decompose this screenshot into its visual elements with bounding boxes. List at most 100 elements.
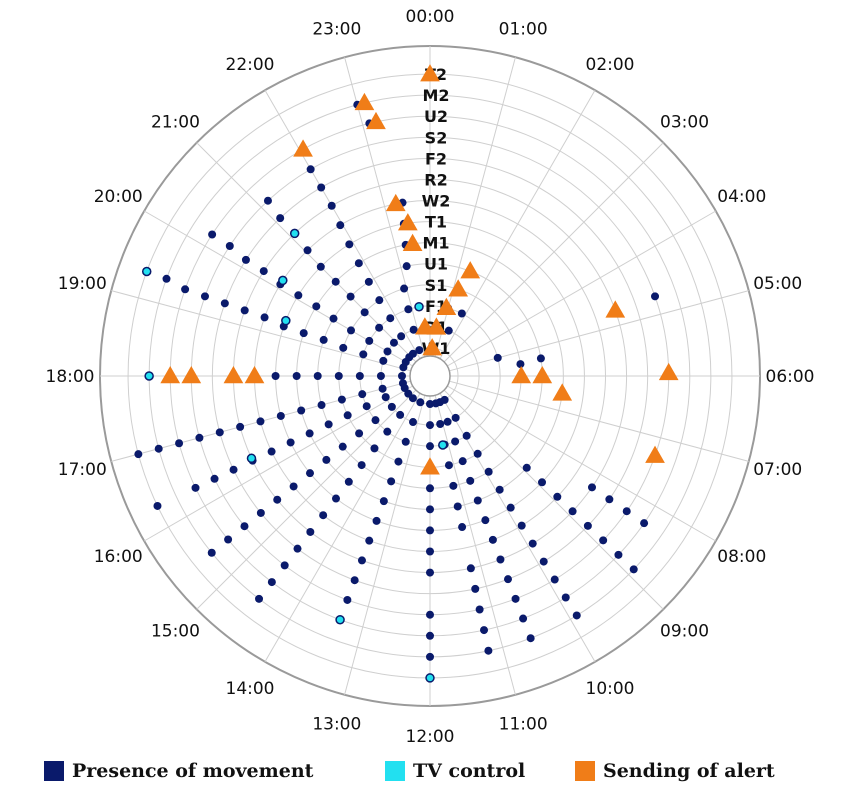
grid-spoke bbox=[447, 385, 717, 542]
movement-point bbox=[443, 417, 452, 426]
movement-point bbox=[236, 422, 245, 431]
movement-point bbox=[426, 652, 434, 661]
movement-point bbox=[458, 457, 467, 466]
movement-point bbox=[208, 230, 217, 239]
movement-point bbox=[360, 308, 369, 317]
movement-point bbox=[294, 291, 303, 300]
movement-point bbox=[292, 372, 301, 380]
movement-point bbox=[297, 406, 306, 415]
movement-point bbox=[316, 262, 325, 271]
movement-point bbox=[362, 402, 371, 411]
tv-point bbox=[414, 301, 424, 312]
movement-point bbox=[475, 605, 484, 614]
movement-point bbox=[317, 183, 326, 192]
hour-labels: 00:00 01:00 02:00 03:00 04:00 05:00 06:00 07:00… bbox=[46, 7, 815, 747]
movement-point bbox=[312, 302, 321, 311]
tv-point bbox=[141, 266, 152, 277]
ring-label: M2 bbox=[422, 86, 449, 105]
movement-point bbox=[387, 402, 396, 411]
alert-triangle bbox=[402, 233, 423, 252]
movement-point bbox=[355, 429, 364, 438]
movement-point bbox=[134, 450, 143, 459]
movement-point bbox=[371, 416, 380, 425]
legend-item-alert: Sending of alert bbox=[575, 760, 775, 782]
movement-point bbox=[583, 521, 592, 530]
movement-point bbox=[306, 527, 315, 536]
movement-point bbox=[516, 360, 525, 369]
movement-point bbox=[299, 329, 308, 338]
hour-label: 08:00 bbox=[717, 547, 766, 567]
hour-label: 18:00 bbox=[46, 367, 95, 387]
movement-point bbox=[426, 631, 434, 640]
movement-point bbox=[553, 492, 562, 501]
grid-spoke bbox=[143, 385, 413, 542]
tv-point bbox=[246, 453, 257, 464]
legend: Presence of movement TV control Sending … bbox=[0, 752, 844, 787]
movement-point bbox=[426, 568, 434, 577]
movement-point bbox=[426, 421, 434, 430]
movement-point bbox=[640, 519, 649, 528]
movement-point bbox=[241, 255, 250, 264]
hour-label: 00:00 bbox=[406, 7, 455, 27]
movement-point bbox=[496, 555, 505, 564]
hour-label: 07:00 bbox=[753, 460, 802, 480]
alert-triangle bbox=[160, 365, 181, 384]
movement-point bbox=[358, 390, 367, 399]
movement-point bbox=[200, 292, 209, 301]
alert-triangle bbox=[385, 193, 406, 212]
movement-point bbox=[263, 196, 272, 205]
movement-point bbox=[416, 398, 425, 407]
movement-point bbox=[379, 356, 388, 365]
movement-point bbox=[473, 449, 482, 458]
movement-point bbox=[453, 502, 462, 511]
movement-point bbox=[289, 482, 298, 491]
movement-point bbox=[440, 395, 449, 404]
hour-label: 04:00 bbox=[717, 187, 766, 207]
movement-point bbox=[409, 325, 418, 334]
legend-swatch-tv bbox=[385, 761, 405, 781]
legend-swatch-movement bbox=[44, 761, 64, 781]
ring-label: R2 bbox=[424, 170, 447, 189]
movement-point bbox=[378, 384, 387, 393]
movement-point bbox=[355, 372, 364, 380]
alert-triangle bbox=[420, 457, 440, 475]
movement-point bbox=[387, 477, 396, 486]
alert-triangle bbox=[422, 338, 443, 356]
legend-label-tv: TV control bbox=[413, 760, 526, 782]
movement-point bbox=[449, 481, 458, 490]
movement-point bbox=[402, 262, 411, 271]
movement-point bbox=[153, 501, 162, 510]
grid-spoke bbox=[264, 393, 421, 663]
movement-point bbox=[255, 594, 264, 603]
movement-point bbox=[224, 535, 233, 544]
movement-point bbox=[319, 335, 328, 344]
grid-spoke bbox=[196, 389, 417, 610]
movement-point bbox=[357, 556, 366, 565]
movement-point bbox=[519, 614, 528, 623]
movement-point bbox=[397, 332, 406, 341]
movement-point bbox=[538, 478, 547, 487]
alert-triangle bbox=[605, 300, 626, 318]
movement-point bbox=[488, 535, 497, 544]
movement-point bbox=[651, 292, 660, 301]
grid-spoke bbox=[443, 142, 664, 363]
movement-point bbox=[286, 438, 295, 447]
movement-point bbox=[276, 214, 285, 223]
movement-point bbox=[365, 536, 374, 545]
movement-point bbox=[383, 427, 392, 436]
movement-point bbox=[303, 246, 312, 255]
movement-point bbox=[426, 505, 434, 514]
movement-point bbox=[444, 326, 453, 335]
hour-label: 14:00 bbox=[226, 679, 275, 699]
movement-point bbox=[426, 442, 434, 451]
legend-label-movement: Presence of movement bbox=[72, 760, 314, 782]
movement-point bbox=[240, 306, 249, 315]
movement-point bbox=[191, 483, 200, 492]
alert-triangle bbox=[223, 365, 244, 384]
hour-label: 16:00 bbox=[94, 547, 143, 567]
tv-point bbox=[438, 440, 448, 450]
movement-point bbox=[220, 299, 229, 308]
movement-point bbox=[383, 347, 392, 356]
movement-point bbox=[375, 296, 384, 305]
alert-triangle bbox=[420, 64, 440, 82]
